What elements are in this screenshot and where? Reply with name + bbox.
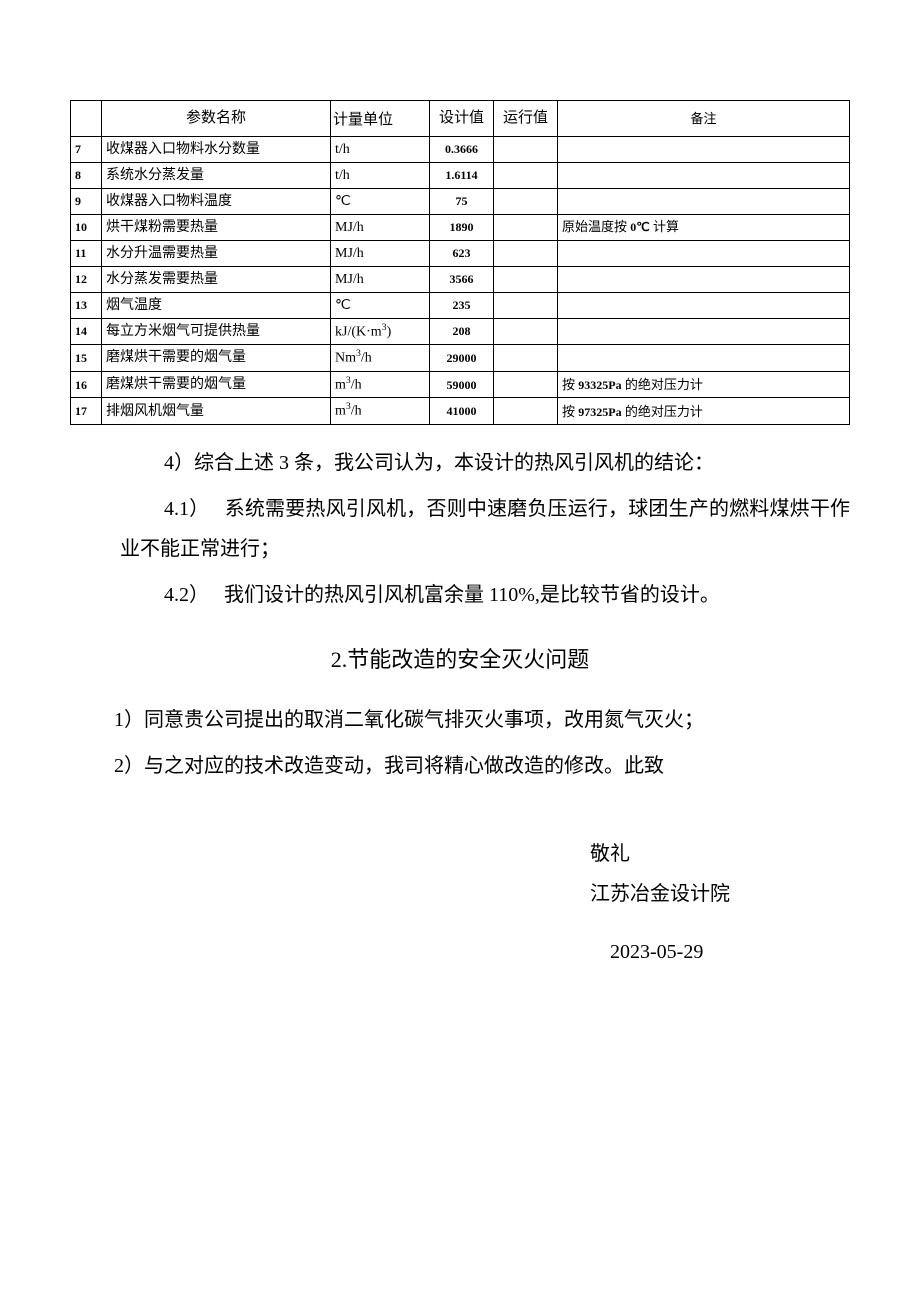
cell-name: 水分蒸发需要热量 (102, 266, 331, 292)
table-row: 9收煤器入口物料温度℃75 (71, 188, 850, 214)
cell-design: 1890 (430, 214, 494, 240)
cell-idx: 11 (71, 240, 102, 266)
table-row: 15磨煤烘干需要的烟气量Nm3/h29000 (71, 345, 850, 372)
cell-name: 每立方米烟气可提供热量 (102, 318, 331, 345)
paragraph-2-1: 1）同意贵公司提出的取消二氧化碳气排灭火事项，改用氮气灭火； (70, 700, 850, 740)
cell-idx: 12 (71, 266, 102, 292)
parameter-table: 参数名称 计量单位 设计值 运行值 备注 7收煤器入口物料水分数量t/h0.36… (70, 100, 850, 425)
cell-idx: 13 (71, 292, 102, 318)
cell-idx: 7 (71, 136, 102, 162)
cell-name: 烟气温度 (102, 292, 331, 318)
cell-run (494, 266, 558, 292)
cell-unit: MJ/h (331, 266, 430, 292)
cell-unit: t/h (331, 136, 430, 162)
cell-name: 水分升温需要热量 (102, 240, 331, 266)
cell-run (494, 292, 558, 318)
cell-idx: 10 (71, 214, 102, 240)
header-name: 参数名称 (102, 101, 331, 137)
paragraph-4: 4）综合上述 3 条，我公司认为，本设计的热风引风机的结论： (120, 443, 850, 483)
cell-remark (558, 318, 850, 345)
cell-design: 623 (430, 240, 494, 266)
cell-name: 排烟风机烟气量 (102, 398, 331, 425)
cell-run (494, 240, 558, 266)
cell-design: 3566 (430, 266, 494, 292)
cell-remark (558, 345, 850, 372)
table-row: 8系统水分蒸发量t/h1.6114 (71, 162, 850, 188)
cell-run (494, 371, 558, 398)
cell-design: 75 (430, 188, 494, 214)
cell-remark (558, 266, 850, 292)
paragraph-4-2: 4.2） 我们设计的热风引风机富余量 110%,是比较节省的设计。 (120, 575, 850, 615)
cell-name: 烘干煤粉需要热量 (102, 214, 331, 240)
cell-remark (558, 162, 850, 188)
cell-remark (558, 292, 850, 318)
table-row: 10烘干煤粉需要热量MJ/h1890 原始温度按 0℃ 计算 (71, 214, 850, 240)
cell-design: 59000 (430, 371, 494, 398)
cell-run (494, 136, 558, 162)
table-row: 12水分蒸发需要热量MJ/h3566 (71, 266, 850, 292)
cell-idx: 16 (71, 371, 102, 398)
cell-design: 1.6114 (430, 162, 494, 188)
cell-run (494, 188, 558, 214)
paragraph-4-1: 4.1） 系统需要热风引风机，否则中速磨负压运行，球团生产的燃料煤烘干作业不能正… (120, 489, 850, 569)
salutation: 敬礼 (70, 834, 850, 874)
section-heading-2: 2.节能改造的安全灭火问题 (70, 643, 850, 676)
cell-run (494, 162, 558, 188)
cell-name: 收煤器入口物料温度 (102, 188, 331, 214)
cell-unit: t/h (331, 162, 430, 188)
table-row: 7收煤器入口物料水分数量t/h0.3666 (71, 136, 850, 162)
cell-run (494, 398, 558, 425)
cell-unit: m3/h (331, 398, 430, 425)
signature-block: 敬礼 江苏冶金设计院 2023-05-29 (70, 834, 850, 972)
cell-design: 41000 (430, 398, 494, 425)
cell-idx: 15 (71, 345, 102, 372)
cell-design: 235 (430, 292, 494, 318)
table-row: 17排烟风机烟气量m3/h41000 按 97325Pa 的绝对压力计 (71, 398, 850, 425)
cell-unit: Nm3/h (331, 345, 430, 372)
cell-design: 0.3666 (430, 136, 494, 162)
cell-unit: ℃ (331, 292, 430, 318)
date: 2023-05-29 (70, 932, 850, 972)
organization: 江苏冶金设计院 (70, 874, 850, 914)
cell-remark (558, 188, 850, 214)
cell-unit: MJ/h (331, 214, 430, 240)
cell-unit: kJ/(K·m3) (331, 318, 430, 345)
paragraph-2-2: 2）与之对应的技术改造变动，我司将精心做改造的修改。此致 (70, 746, 850, 786)
table-row: 11水分升温需要热量MJ/h623 (71, 240, 850, 266)
cell-remark: 按 93325Pa 的绝对压力计 (558, 371, 850, 398)
cell-remark (558, 240, 850, 266)
cell-unit: m3/h (331, 371, 430, 398)
table-row: 14每立方米烟气可提供热量kJ/(K·m3)208 (71, 318, 850, 345)
cell-name: 收煤器入口物料水分数量 (102, 136, 331, 162)
cell-remark: 按 97325Pa 的绝对压力计 (558, 398, 850, 425)
cell-name: 系统水分蒸发量 (102, 162, 331, 188)
header-idx (71, 101, 102, 137)
cell-remark: 原始温度按 0℃ 计算 (558, 214, 850, 240)
header-unit: 计量单位 (331, 101, 430, 137)
cell-name: 磨煤烘干需要的烟气量 (102, 371, 331, 398)
cell-run (494, 318, 558, 345)
cell-design: 208 (430, 318, 494, 345)
cell-unit: ℃ (331, 188, 430, 214)
header-remark: 备注 (558, 101, 850, 137)
table-header-row: 参数名称 计量单位 设计值 运行值 备注 (71, 101, 850, 137)
cell-remark (558, 136, 850, 162)
cell-run (494, 345, 558, 372)
cell-unit: MJ/h (331, 240, 430, 266)
cell-name: 磨煤烘干需要的烟气量 (102, 345, 331, 372)
table-row: 13烟气温度℃235 (71, 292, 850, 318)
table-row: 16磨煤烘干需要的烟气量m3/h59000 按 93325Pa 的绝对压力计 (71, 371, 850, 398)
cell-idx: 14 (71, 318, 102, 345)
cell-run (494, 214, 558, 240)
cell-idx: 17 (71, 398, 102, 425)
header-run: 运行值 (494, 101, 558, 137)
cell-design: 29000 (430, 345, 494, 372)
cell-idx: 9 (71, 188, 102, 214)
cell-idx: 8 (71, 162, 102, 188)
header-design: 设计值 (430, 101, 494, 137)
